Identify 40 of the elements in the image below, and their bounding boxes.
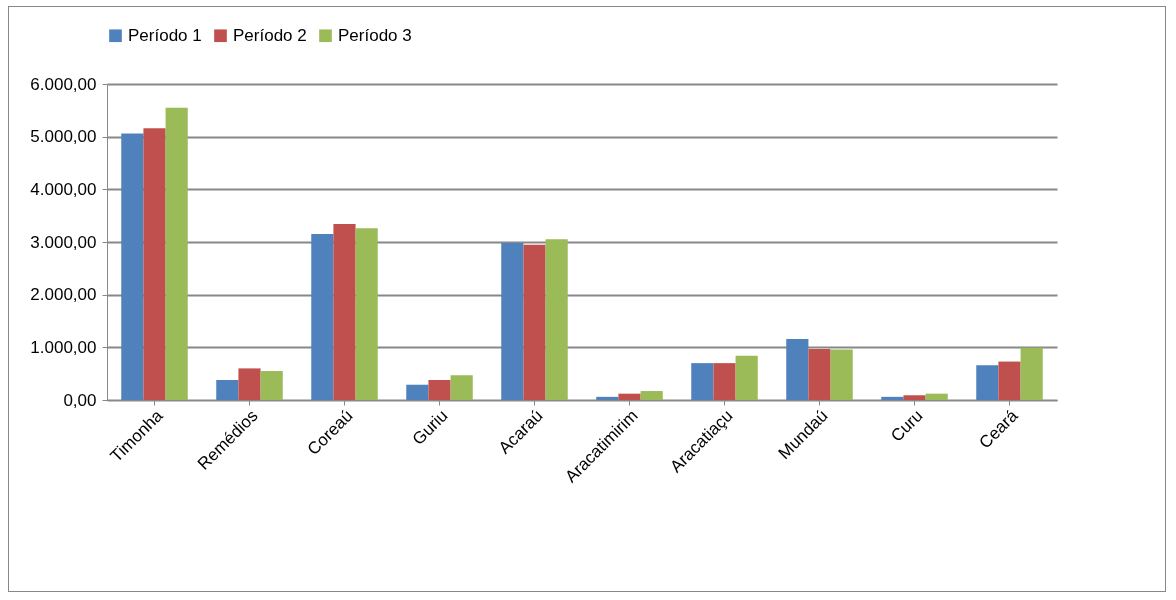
y-tick-label: 1.000,00 xyxy=(30,337,97,357)
bar xyxy=(808,348,831,400)
y-tick-label: 2.000,00 xyxy=(30,285,97,305)
bar xyxy=(406,384,429,400)
bar xyxy=(903,395,926,400)
bar xyxy=(998,361,1021,400)
bar xyxy=(735,355,758,400)
y-tick-label: 0,00 xyxy=(63,390,97,410)
bar xyxy=(830,349,853,400)
bar xyxy=(640,391,663,400)
bar xyxy=(165,107,188,400)
bar xyxy=(786,338,809,400)
bar xyxy=(1020,347,1043,400)
bar xyxy=(545,239,568,400)
bar xyxy=(881,396,904,400)
bar xyxy=(925,393,948,400)
bar xyxy=(216,379,239,400)
bar xyxy=(355,228,378,400)
bar xyxy=(428,379,451,400)
bar xyxy=(450,375,473,400)
legend-label: Período 3 xyxy=(338,25,412,45)
bar xyxy=(523,244,546,400)
bar xyxy=(596,396,619,400)
bar xyxy=(333,224,356,400)
bar xyxy=(143,128,166,400)
bar xyxy=(121,133,144,400)
bar xyxy=(311,234,334,400)
y-tick-label: 4.000,00 xyxy=(30,179,97,199)
y-tick-label: 3.000,00 xyxy=(30,232,97,252)
bar xyxy=(238,368,261,400)
bar xyxy=(501,243,524,400)
bar xyxy=(618,393,641,400)
y-tick-label: 6.000,00 xyxy=(30,74,97,94)
bar xyxy=(260,371,283,400)
y-tick-label: 5.000,00 xyxy=(30,127,97,147)
legend-label: Período 2 xyxy=(233,25,307,45)
bar xyxy=(976,365,999,400)
bar xyxy=(691,363,714,400)
bar xyxy=(713,363,736,400)
legend-label: Período 1 xyxy=(128,25,202,45)
